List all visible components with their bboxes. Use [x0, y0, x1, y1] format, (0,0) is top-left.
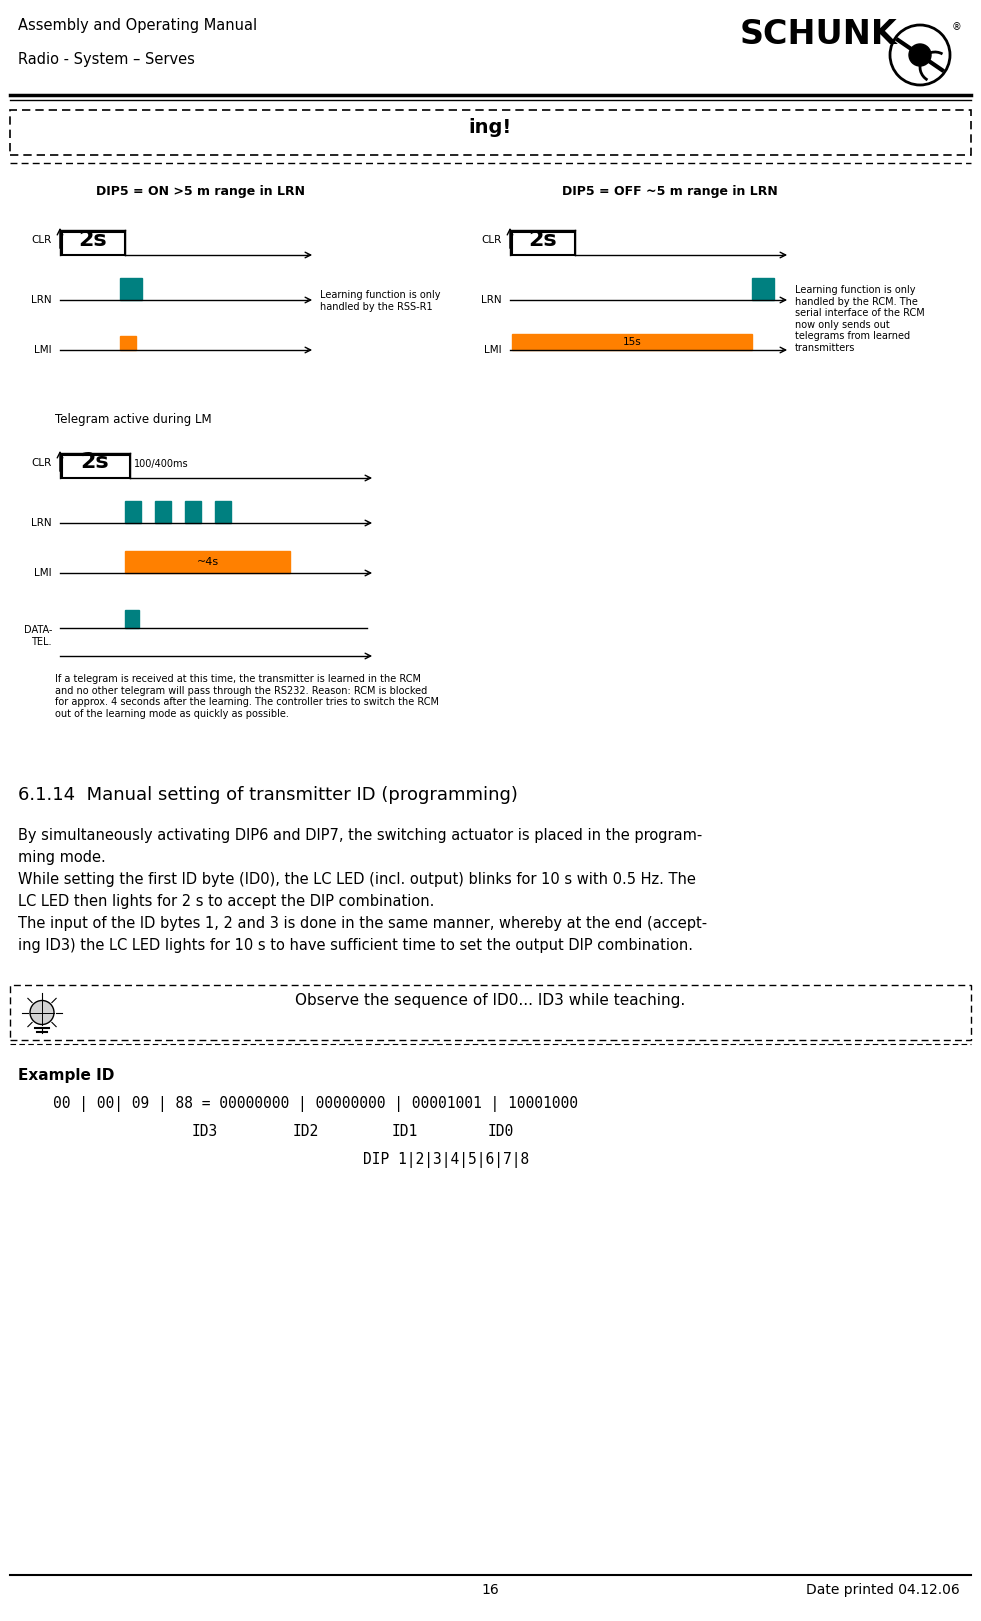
Text: By simultaneously activating DIP6 and DIP7, the switching actuator is placed in : By simultaneously activating DIP6 and DI…	[18, 828, 702, 843]
Text: Learning function is only
handled by the RSS-R1: Learning function is only handled by the…	[320, 290, 440, 311]
Bar	[10, 986, 971, 1041]
Text: 15s: 15s	[623, 337, 642, 347]
Text: DIP5 = OFF ~5 m range in LRN: DIP5 = OFF ~5 m range in LRN	[562, 185, 778, 198]
Circle shape	[909, 44, 931, 66]
Text: Radio - System – Serves: Radio - System – Serves	[18, 52, 195, 66]
Text: 16: 16	[482, 1584, 499, 1597]
Text: CLR: CLR	[482, 235, 502, 245]
Text: SCHUNK: SCHUNK	[740, 18, 898, 50]
Text: DATA-
TEL.: DATA- TEL.	[24, 626, 52, 647]
Text: Date printed 04.12.06: Date printed 04.12.06	[806, 1584, 960, 1597]
Text: 2s: 2s	[528, 230, 557, 250]
Text: LMI: LMI	[34, 567, 52, 579]
Bar	[120, 336, 136, 350]
Text: ~4s: ~4s	[196, 558, 219, 567]
Text: 100/400ms: 100/400ms	[134, 459, 188, 468]
Bar	[120, 277, 142, 300]
Text: ID2: ID2	[293, 1123, 319, 1140]
Text: The input of the ID bytes 1, 2 and 3 is done in the same manner, whereby at the : The input of the ID bytes 1, 2 and 3 is …	[18, 916, 707, 930]
Text: 2s: 2s	[78, 230, 107, 250]
Text: ming mode.: ming mode.	[18, 849, 106, 866]
Text: Example ID: Example ID	[18, 1068, 115, 1083]
Text: 6.1.14  Manual setting of transmitter ID (programming): 6.1.14 Manual setting of transmitter ID …	[18, 786, 518, 804]
Bar	[185, 501, 201, 524]
Bar	[62, 232, 125, 254]
Text: LRN: LRN	[31, 295, 52, 305]
Text: ing ID3) the LC LED lights for 10 s to have sufficient time to set the output DI: ing ID3) the LC LED lights for 10 s to h…	[18, 939, 693, 953]
Text: ing!: ing!	[469, 118, 512, 138]
Text: ID1: ID1	[392, 1123, 418, 1140]
Text: While setting the first ID byte (ID0), the LC LED (incl. output) blinks for 10 s: While setting the first ID byte (ID0), t…	[18, 872, 696, 887]
Text: Observe the sequence of ID0... ID3 while teaching.: Observe the sequence of ID0... ID3 while…	[295, 994, 686, 1008]
Bar	[155, 501, 171, 524]
Text: LRN: LRN	[31, 519, 52, 528]
Text: CLR: CLR	[31, 459, 52, 468]
Text: If a telegram is received at this time, the transmitter is learned in the RCM
an: If a telegram is received at this time, …	[55, 674, 439, 718]
Text: 00 | 00| 09 | 88 = 00000000 | 00000000 | 00001001 | 10001000: 00 | 00| 09 | 88 = 00000000 | 00000000 |…	[18, 1096, 578, 1112]
Bar	[512, 232, 575, 254]
Text: Telegram active during LM: Telegram active during LM	[55, 413, 212, 426]
Bar	[512, 334, 752, 350]
Text: DIP 1|2|3|4|5|6|7|8: DIP 1|2|3|4|5|6|7|8	[363, 1153, 530, 1169]
Text: 2s: 2s	[80, 452, 109, 472]
Text: LC LED then lights for 2 s to accept the DIP combination.: LC LED then lights for 2 s to accept the…	[18, 895, 435, 909]
Bar	[62, 456, 130, 478]
Text: LMI: LMI	[485, 345, 502, 355]
Circle shape	[30, 1000, 54, 1024]
Text: Assembly and Operating Manual: Assembly and Operating Manual	[18, 18, 257, 32]
Text: DIP5 = ON >5 m range in LRN: DIP5 = ON >5 m range in LRN	[95, 185, 304, 198]
Bar	[215, 501, 231, 524]
Bar	[10, 110, 971, 156]
Bar	[125, 609, 139, 627]
Bar	[125, 551, 290, 572]
Text: LMI: LMI	[34, 345, 52, 355]
Text: Learning function is only
handled by the RCM. The
serial interface of the RCM
no: Learning function is only handled by the…	[795, 285, 925, 353]
Text: CLR: CLR	[31, 235, 52, 245]
Text: ®: ®	[952, 23, 961, 32]
Text: ID0: ID0	[488, 1123, 514, 1140]
Bar	[125, 501, 141, 524]
Bar	[752, 277, 774, 300]
Text: ID3: ID3	[192, 1123, 218, 1140]
Text: LRN: LRN	[482, 295, 502, 305]
